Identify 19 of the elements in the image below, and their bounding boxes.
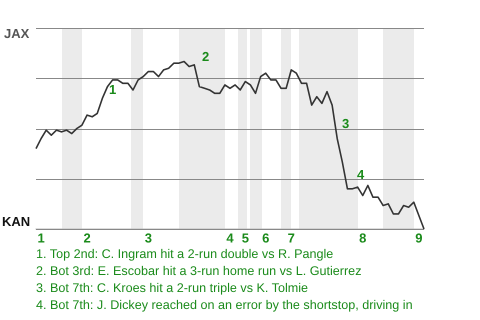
x-tick-label: 3 — [144, 230, 152, 246]
x-tick-label: 8 — [359, 230, 366, 246]
text: KAN — [2, 214, 30, 229]
x-tick-label: 2 — [83, 230, 91, 246]
x-tick-label: 4 — [226, 230, 234, 246]
text: JAX — [4, 26, 30, 41]
annotation: 4 — [357, 167, 364, 182]
text: 3. Bot 7th: C. Kroes hit a 2-run triple vs K. Tolmie — [36, 280, 310, 297]
text: 4. Bot 7th: J. Dickey reached on an error by the shortstop, driving in — [36, 297, 413, 314]
x-tick-label: 6 — [262, 230, 270, 246]
annotation: 2 — [202, 49, 210, 64]
x-tick-label: 1 — [37, 230, 45, 246]
x-tick-label: 9 — [415, 230, 423, 246]
x-tick-label: 7 — [288, 230, 295, 246]
annotation: 1 — [109, 82, 116, 97]
text: 1. Top 2nd: C. Ingram hit a 2-run double vs R. Pangle — [36, 246, 334, 263]
text: 2. Bot 3rd: E. Escobar hit a 3-run home run vs L. Gutierrez — [36, 263, 362, 280]
annotation: 3 — [342, 116, 350, 131]
x-tick-label: 5 — [242, 230, 249, 246]
